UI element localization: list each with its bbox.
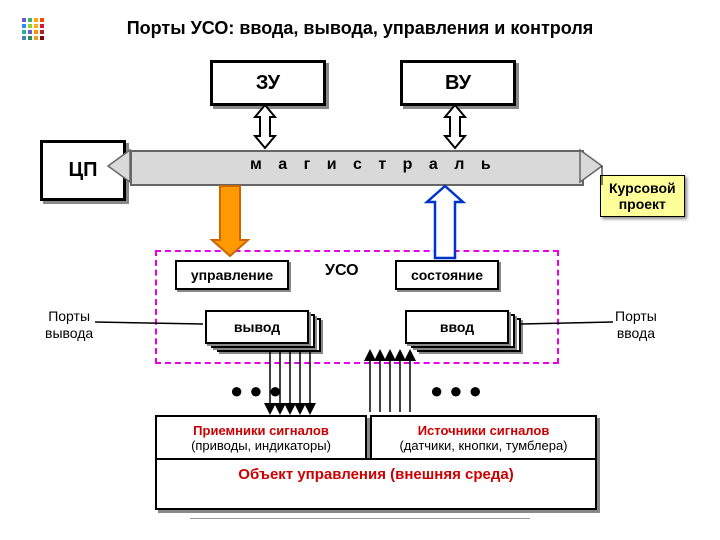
output-label: вывод bbox=[234, 319, 280, 335]
status-label: состояние bbox=[411, 267, 483, 283]
object-box: Объект управления (внешняя среда) bbox=[155, 458, 597, 510]
cp-label: ЦП bbox=[69, 159, 98, 182]
status-box: состояние bbox=[395, 260, 499, 290]
dots-left: ●●● bbox=[230, 378, 288, 404]
obj-label: Объект управления (внешняя среда) bbox=[238, 466, 513, 483]
dots-right: ●●● bbox=[430, 378, 488, 404]
ports-out-l1: Порты bbox=[48, 308, 90, 324]
ports-in-label: Порты ввода bbox=[615, 308, 657, 342]
bubble-text: Курсовой проект bbox=[609, 180, 676, 212]
src-l2: (датчики, кнопки, тумблера) bbox=[376, 438, 591, 453]
ports-in-l1: Порты bbox=[615, 308, 657, 324]
zu-block: ЗУ bbox=[210, 60, 326, 106]
footer-line bbox=[190, 518, 530, 519]
recv-l2: (приводы, индикаторы) bbox=[161, 438, 361, 453]
recv-l1: Приемники сигналов bbox=[161, 423, 361, 438]
input-box: ввод bbox=[405, 310, 509, 344]
uso-label: УСО bbox=[325, 262, 359, 280]
src-l1: Источники сигналов bbox=[376, 423, 591, 438]
course-project-bubble: Курсовой проект bbox=[600, 175, 685, 217]
ports-in-l2: ввода bbox=[617, 325, 655, 341]
output-box: вывод bbox=[205, 310, 309, 344]
vu-block: ВУ bbox=[400, 60, 516, 106]
page-title: Порты УСО: ввода, вывода, управления и к… bbox=[0, 18, 720, 39]
cp-block: ЦП bbox=[40, 140, 126, 201]
vu-label: ВУ bbox=[445, 72, 471, 95]
zu-label: ЗУ bbox=[256, 72, 280, 95]
bus-label: м а г и с т р а л ь bbox=[250, 156, 497, 174]
ports-out-label: Порты вывода bbox=[45, 308, 93, 342]
input-label: ввод bbox=[440, 319, 474, 335]
ports-out-l2: вывода bbox=[45, 325, 93, 341]
ctrl-label: управление bbox=[191, 267, 273, 283]
ctrl-box: управление bbox=[175, 260, 289, 290]
